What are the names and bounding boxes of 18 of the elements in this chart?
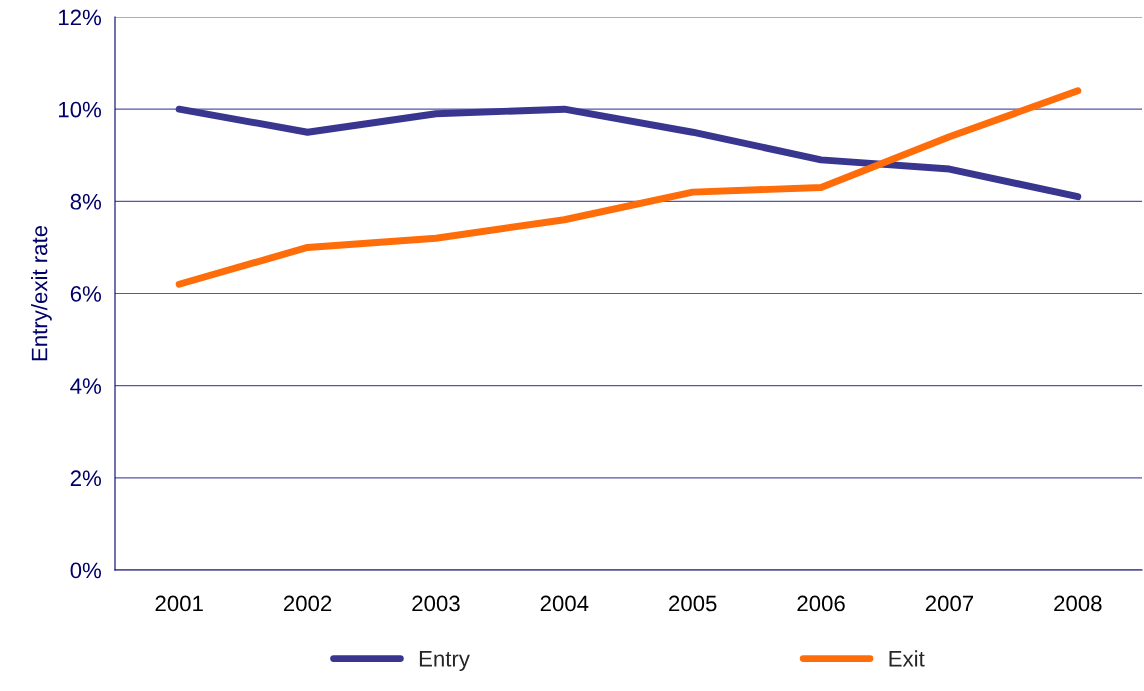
- y-axis-title: Entry/exit rate: [31, 225, 52, 361]
- y-tick-label: 6%: [70, 286, 102, 302]
- legend-label: Exit: [889, 650, 925, 667]
- x-tick-label: 2002: [283, 595, 332, 612]
- x-tick-label: 2007: [925, 595, 974, 612]
- x-tick-label: 2003: [412, 595, 460, 612]
- y-tick-label: 8%: [70, 193, 102, 210]
- x-tick-label: 2001: [155, 595, 203, 612]
- y-tick-label: 4%: [70, 378, 102, 394]
- x-tick-label: 2006: [797, 595, 845, 612]
- x-tick-label: 2005: [669, 595, 717, 612]
- y-tick-label: 12%: [59, 9, 102, 26]
- legend-label: Entry: [419, 651, 470, 671]
- y-tick-label: 2%: [70, 470, 102, 487]
- y-tick-label: 10%: [59, 101, 102, 118]
- x-tick-label: 2008: [1054, 595, 1102, 612]
- y-tick-label: 0%: [70, 562, 102, 579]
- x-tick-label: 2004: [540, 595, 589, 612]
